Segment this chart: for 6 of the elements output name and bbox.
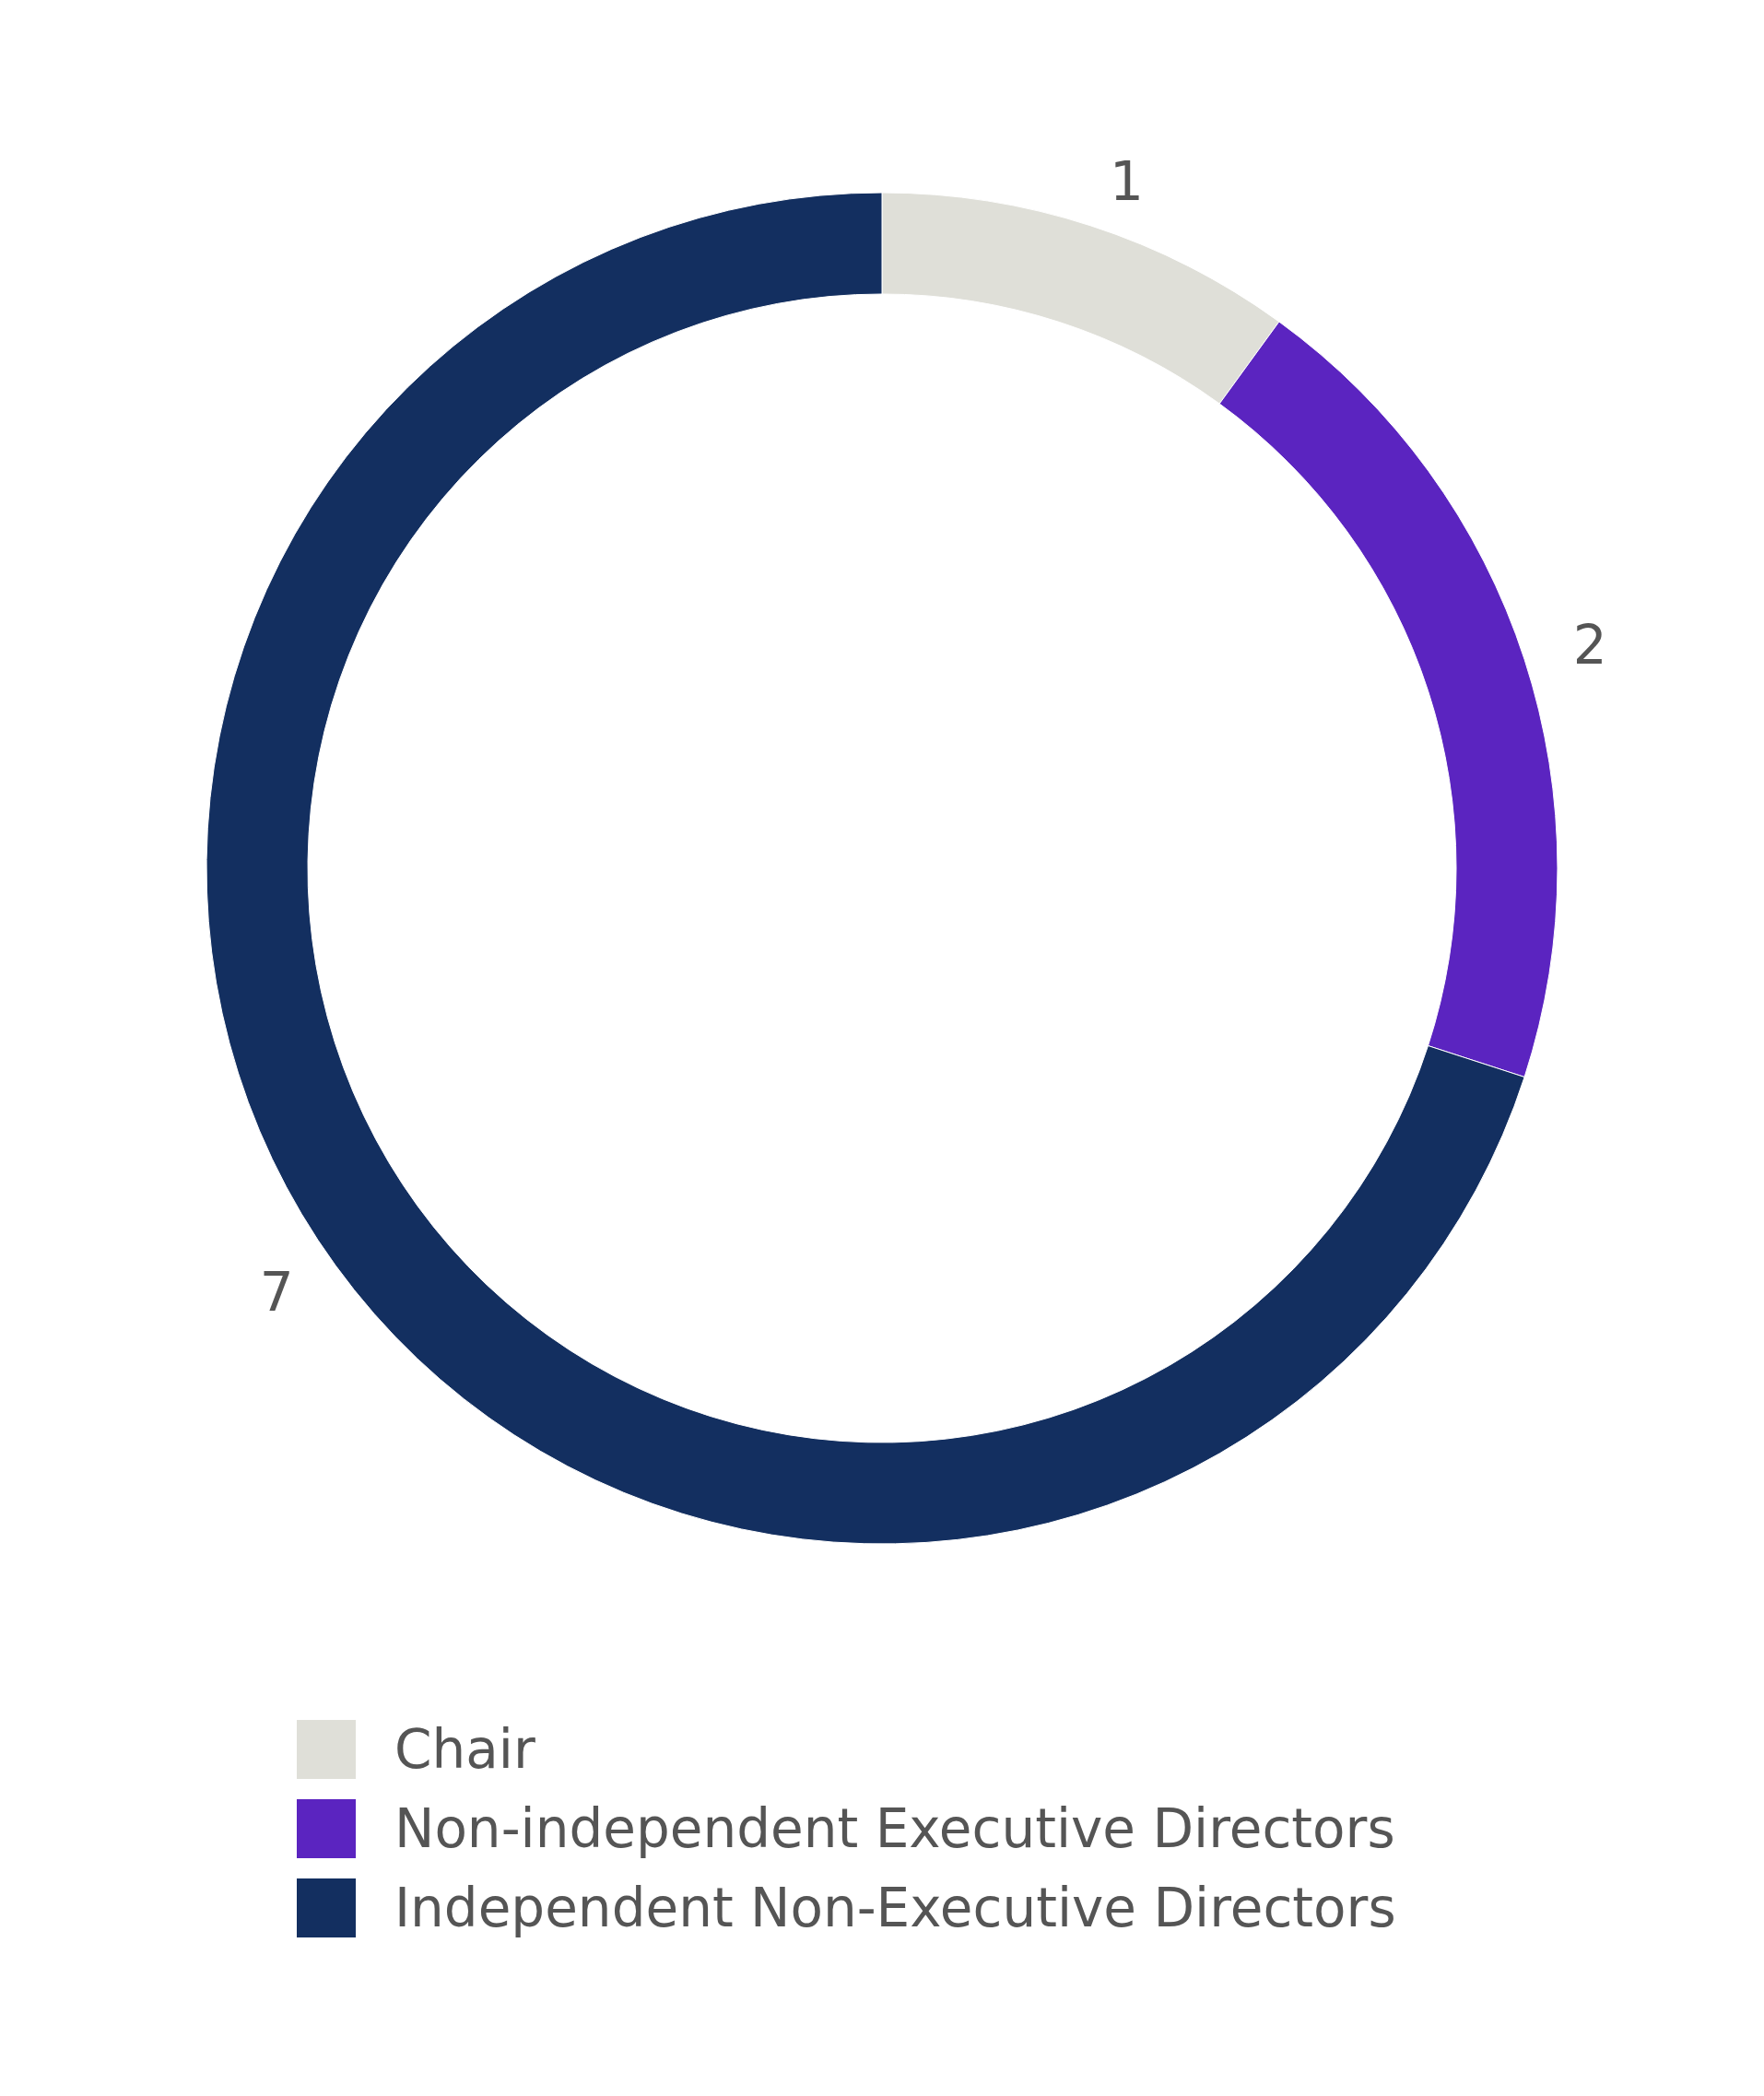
legend-label: Independent Non-Executive Directors (394, 1877, 1396, 1939)
data-label: 1 (1109, 150, 1144, 214)
legend-label: Non-independent Executive Directors (394, 1797, 1395, 1860)
legend-label: Chair (394, 1718, 535, 1781)
data-label: 7 (259, 1261, 294, 1325)
data-label: 2 (1572, 614, 1607, 677)
